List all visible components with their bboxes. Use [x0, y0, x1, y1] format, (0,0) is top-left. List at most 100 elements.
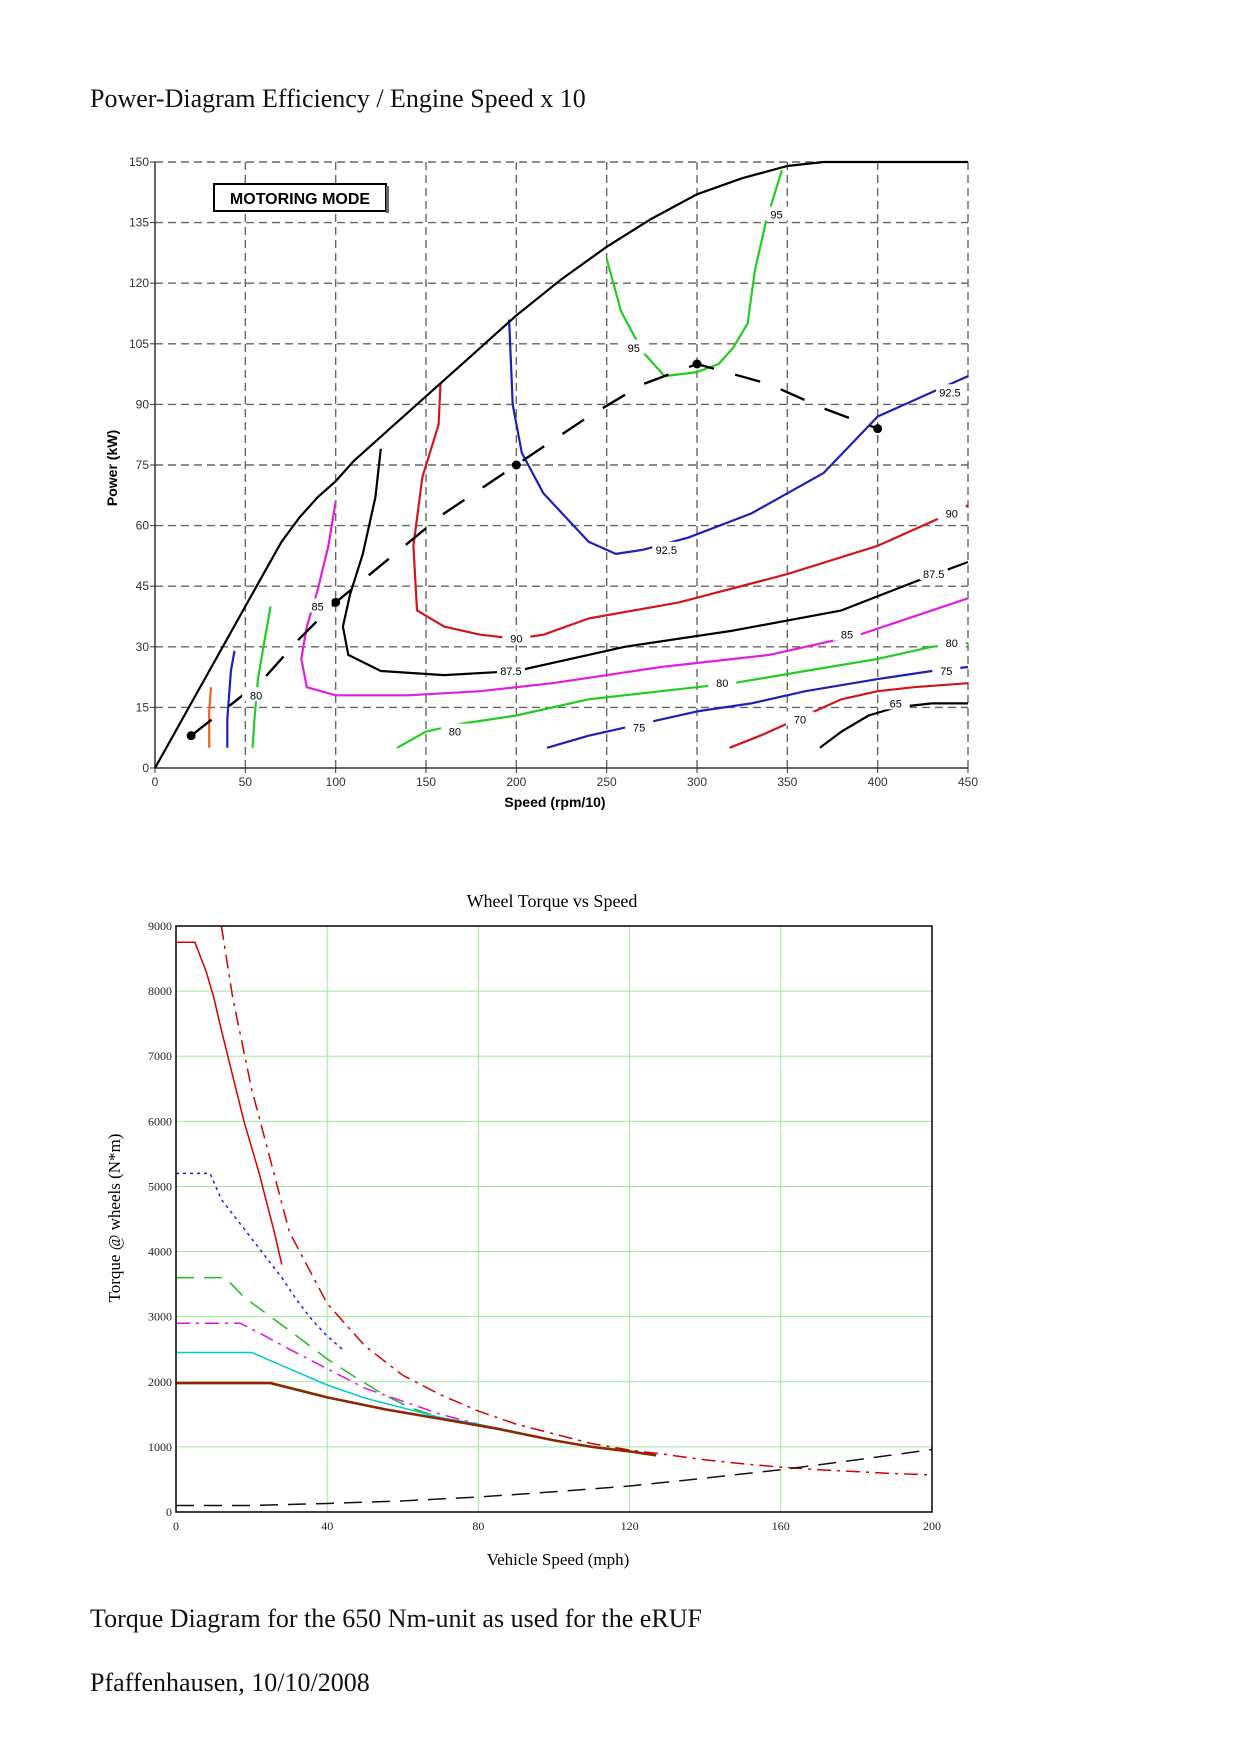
chart2-y-tick-label: 3000	[148, 1310, 172, 1324]
operating-point	[873, 424, 883, 434]
chart1-y-tick-label: 15	[136, 700, 150, 714]
torque-series-5	[176, 1351, 555, 1442]
contour-92.5-blue	[508, 319, 969, 556]
chart2-y-tick-label: 6000	[148, 1114, 172, 1128]
contour-label: 92.5	[939, 387, 960, 399]
chart2-x-axis-label: Vehicle Speed (mph)	[487, 1550, 630, 1569]
torque-series-1	[220, 925, 933, 1476]
chart2-title: Wheel Torque vs Speed	[467, 891, 638, 911]
chart2-grid	[176, 926, 932, 1512]
chart1-x-tick-label: 250	[597, 775, 617, 789]
contour-label: 85	[841, 630, 853, 642]
contour-label: 80	[716, 678, 728, 690]
contour-label-bg	[496, 663, 525, 678]
chart1-y-tick-label: 30	[136, 640, 150, 654]
chart1-x-tick-label: 50	[239, 775, 253, 789]
torque-series-2	[176, 1172, 343, 1350]
optimum-path-line	[190, 362, 879, 737]
chart2-x-tick-label: 80	[472, 1519, 484, 1533]
contour-80-green	[251, 606, 272, 748]
contour-label-bg	[440, 723, 469, 738]
chart1-y-tick-label: 150	[129, 155, 149, 169]
chart1-x-tick-label: 150	[416, 775, 436, 789]
chart1-x-tick-label: 200	[506, 775, 526, 789]
contour-label-bg	[708, 675, 737, 690]
chart2-y-axis-label: Torque @ wheels (N*m)	[105, 1134, 124, 1303]
chart2-y-tick-label: 8000	[148, 984, 172, 998]
chart2-y-tick-label: 0	[166, 1505, 172, 1519]
place-date: Pfaffenhausen, 10/10/2008	[90, 1668, 370, 1697]
chart1-contour-labels: 95 95 92.5 92.5 90 90 87.5 87.5 85 85 80 80 80 80 75 75…	[242, 206, 966, 739]
contour-label-bg	[785, 711, 814, 726]
contour-label-bg	[919, 566, 948, 581]
chart1-x-tick-label: 0	[152, 775, 159, 789]
contour-label: 95	[770, 210, 782, 222]
contour-label-bg	[502, 630, 531, 645]
contour-65-black	[819, 702, 968, 749]
contour-75-blue	[226, 650, 236, 748]
chart1-y-tick-label: 0	[142, 761, 149, 775]
chart1-y-tick-label: 120	[129, 276, 149, 290]
chart2-tick-labels: 0 40 80 120 160 20001000200030004000500060007…	[148, 919, 941, 1533]
contour-label-bg	[932, 663, 961, 678]
contour-label-bg	[652, 541, 681, 556]
contour-label: 95	[628, 343, 640, 355]
chart1-x-axis-label: Speed (rpm/10)	[504, 794, 605, 810]
contour-label-bg	[881, 695, 910, 710]
contour-label: 80	[250, 690, 262, 702]
chart2-y-tick-label: 9000	[148, 919, 172, 933]
chart1-grid	[155, 161, 969, 768]
torque-series-4	[176, 1322, 479, 1425]
chart2-y-tick-label: 1000	[148, 1440, 172, 1454]
contour-label-bg	[832, 626, 861, 641]
chart2-x-tick-label: 0	[173, 1519, 179, 1533]
contour-label-bg	[935, 384, 964, 399]
motoring-mode-badge-shadow	[386, 186, 389, 213]
contour-85-magenta	[300, 501, 969, 697]
chart2-y-tick-label: 7000	[148, 1049, 172, 1063]
chart1-x-tick-label: 300	[687, 775, 707, 789]
contour-label: 90	[510, 634, 522, 646]
contour-label: 80	[946, 638, 958, 650]
operating-point	[511, 460, 521, 470]
chart1-x-tick-label: 350	[777, 775, 797, 789]
operating-point	[331, 597, 341, 607]
contour-label-bg	[625, 719, 654, 734]
chart1-x-tick-label: 100	[326, 775, 346, 789]
contour-label: 75	[940, 666, 952, 678]
chart2-lines	[176, 925, 933, 1507]
chart2-y-tick-label: 2000	[148, 1375, 172, 1389]
operating-point	[186, 731, 196, 741]
chart1-x-tick-label: 450	[958, 775, 978, 789]
chart1-tick-labels: 0 50 100 150 200 250 300 350 400 450 0 15 30 45 60 75 90…	[129, 155, 978, 789]
chart1-y-tick-label: 75	[136, 458, 150, 472]
power-envelope-line	[154, 160, 968, 769]
contour-label: 80	[449, 727, 461, 739]
contour-90-red	[412, 384, 969, 640]
chart2-x-tick-label: 160	[772, 1519, 790, 1533]
chart2-x-tick-label: 120	[621, 1519, 639, 1533]
contour-70-red	[729, 682, 969, 749]
contour-label-bg	[303, 598, 332, 613]
efficiency-contour-chart: 95 95 92.5 92.5 90 90 87.5 87.5 85 85 80 80 80 80 75 75…	[104, 155, 978, 810]
contour-label: 92.5	[656, 545, 677, 557]
figure-caption: Torque Diagram for the 650 Nm-unit as us…	[90, 1604, 702, 1633]
contour-label: 90	[946, 508, 958, 520]
chart1-y-tick-label: 105	[129, 337, 149, 351]
contour-95-green	[605, 169, 783, 378]
motoring-mode-badge: MOTORING MODE	[230, 191, 370, 208]
chart1-y-tick-label: 90	[136, 397, 150, 411]
contour-label: 70	[794, 715, 806, 727]
chart2-x-tick-label: 200	[923, 1519, 941, 1533]
chart2-y-tick-label: 5000	[148, 1179, 172, 1193]
torque-series-3	[176, 1276, 441, 1419]
torque-series-6	[176, 1381, 657, 1457]
chart1-axes	[150, 161, 969, 773]
contour-label: 75	[633, 723, 645, 735]
chart1-y-axis-label: Power (kW)	[104, 430, 120, 506]
chart2-y-tick-label: 4000	[148, 1245, 172, 1259]
contour-label-bg	[619, 339, 648, 354]
chart2-plot-frame	[175, 925, 933, 1513]
contour-label-bg	[937, 634, 966, 649]
